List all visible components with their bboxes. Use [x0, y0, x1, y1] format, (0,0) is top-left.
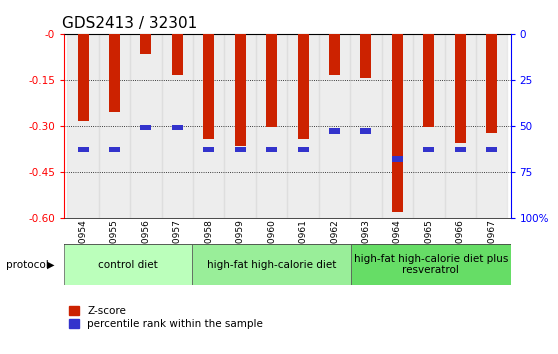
Bar — [445, 34, 476, 218]
Text: protocol: protocol — [6, 259, 49, 270]
Bar — [235, 34, 246, 145]
Bar — [193, 34, 224, 218]
Bar — [351, 244, 511, 285]
Bar — [287, 34, 319, 218]
Bar — [99, 34, 130, 218]
Bar — [141, 34, 151, 53]
Bar — [64, 244, 192, 285]
Bar — [329, 129, 340, 134]
Text: control diet: control diet — [98, 259, 158, 270]
Bar — [109, 34, 120, 112]
Bar — [192, 244, 351, 285]
Bar — [78, 34, 89, 121]
Bar — [203, 147, 214, 152]
Bar — [235, 147, 246, 152]
Bar — [172, 125, 183, 130]
Bar — [266, 147, 277, 152]
Text: high-fat high-calorie diet: high-fat high-calorie diet — [207, 259, 336, 270]
Bar — [360, 34, 372, 78]
Bar — [162, 34, 193, 218]
Bar — [382, 34, 413, 218]
Bar — [486, 34, 497, 133]
Legend: Z-score, percentile rank within the sample: Z-score, percentile rank within the samp… — [69, 306, 263, 329]
Bar — [455, 34, 466, 143]
Bar — [455, 147, 466, 152]
Text: GDS2413 / 32301: GDS2413 / 32301 — [62, 16, 197, 31]
Bar — [392, 156, 403, 161]
Bar — [319, 34, 350, 218]
Bar — [224, 34, 256, 218]
Bar — [203, 34, 214, 139]
Bar — [297, 34, 309, 139]
Bar — [130, 34, 162, 218]
Bar — [329, 34, 340, 75]
Text: high-fat high-calorie diet plus
resveratrol: high-fat high-calorie diet plus resverat… — [354, 254, 508, 275]
Bar — [476, 34, 507, 218]
Bar — [172, 34, 183, 75]
Bar — [141, 125, 151, 130]
Bar — [424, 147, 434, 152]
Bar — [109, 147, 120, 152]
Bar — [413, 34, 445, 218]
Bar — [266, 34, 277, 127]
Bar — [297, 147, 309, 152]
Bar — [256, 34, 287, 218]
Bar — [78, 147, 89, 152]
Bar — [360, 129, 372, 134]
Bar — [392, 34, 403, 212]
Text: ▶: ▶ — [47, 259, 55, 270]
Bar — [486, 147, 497, 152]
Bar — [68, 34, 99, 218]
Bar — [350, 34, 382, 218]
Bar — [424, 34, 434, 127]
